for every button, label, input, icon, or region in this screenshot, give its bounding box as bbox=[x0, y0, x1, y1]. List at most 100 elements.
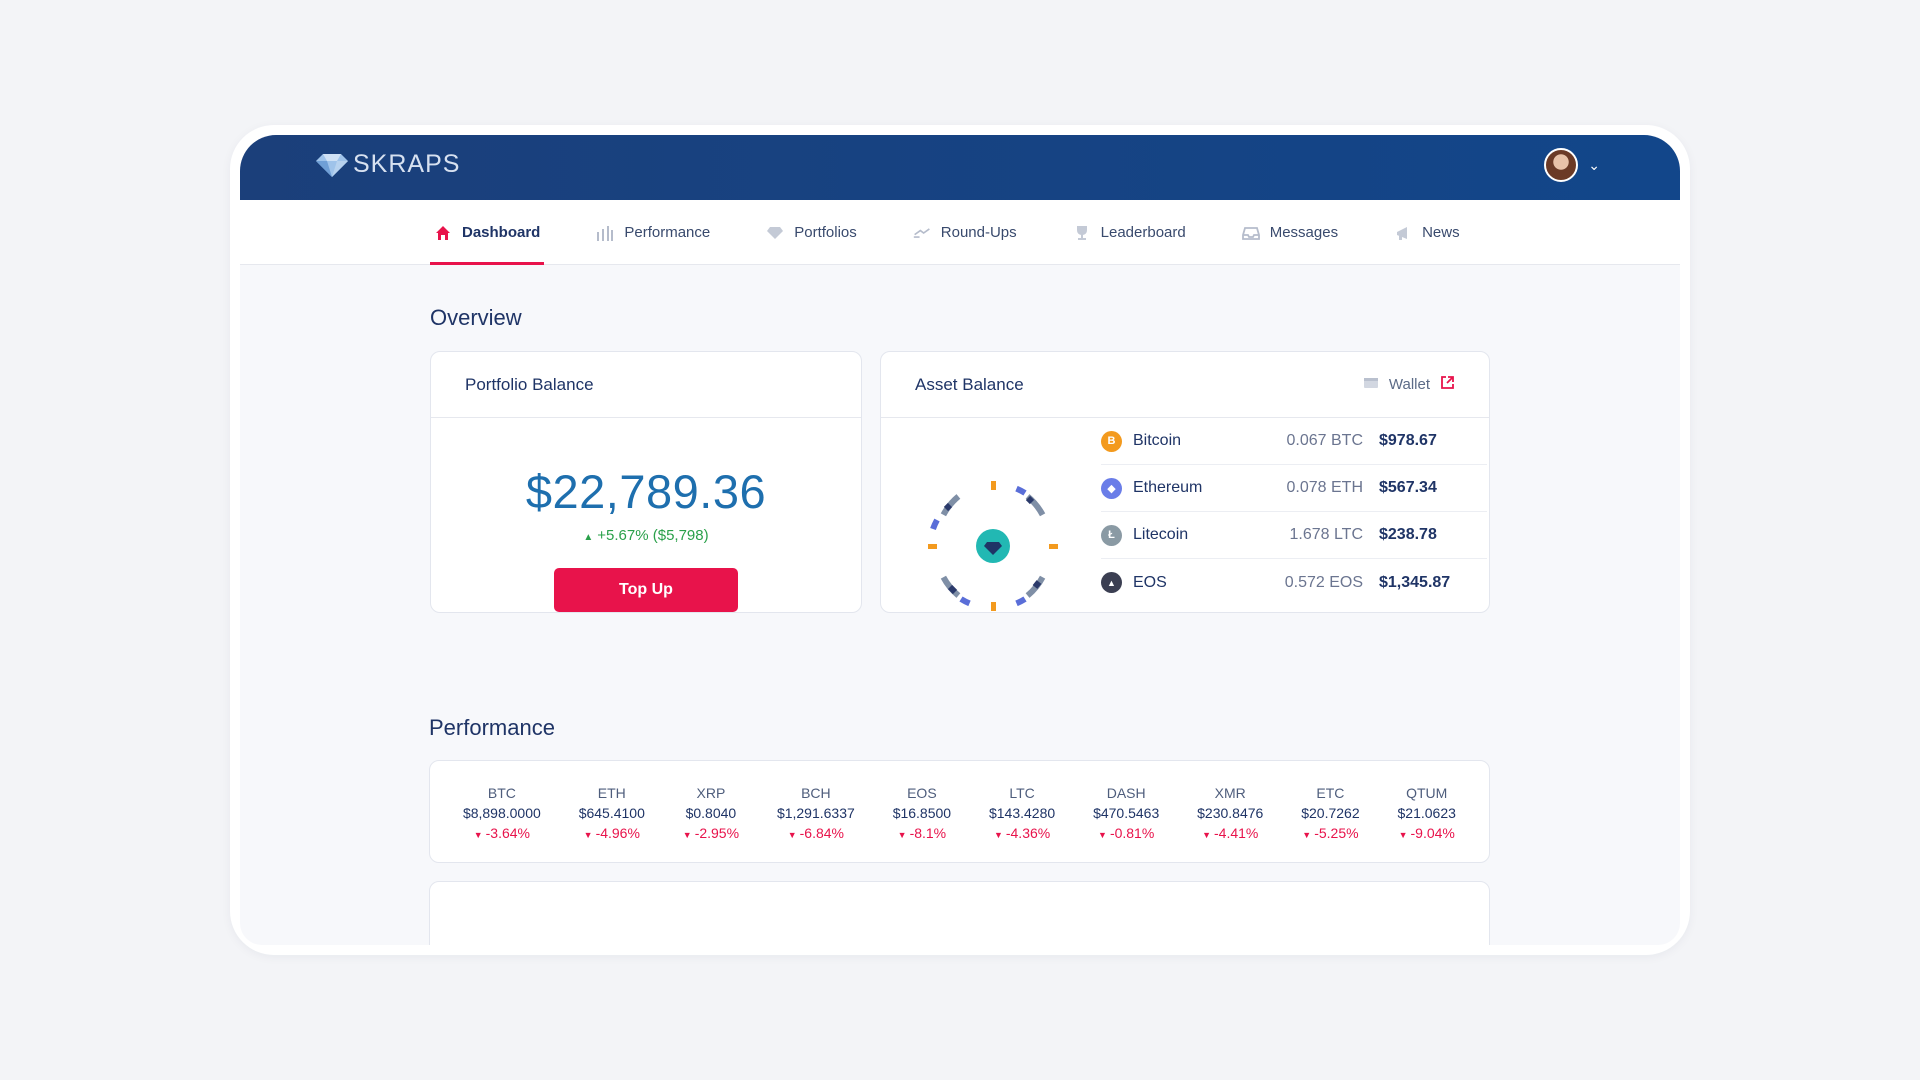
exchange-icon bbox=[913, 224, 931, 242]
perf-price: $21.0623 bbox=[1397, 805, 1456, 821]
perf-item-bch[interactable]: BCH $1,291.6337 ▼ -6.84% bbox=[777, 783, 855, 845]
asset-donut-chart bbox=[928, 481, 1058, 611]
nav-label: Messages bbox=[1269, 224, 1339, 241]
asset-amount: 0.078 ETH bbox=[1286, 479, 1363, 496]
perf-change-text: -4.36% bbox=[1005, 825, 1051, 841]
avatar[interactable] bbox=[1544, 148, 1579, 182]
down-arrow-icon: ▼ bbox=[1302, 830, 1312, 840]
overview-title: Overview bbox=[430, 305, 522, 330]
perf-item-xmr[interactable]: XMR $230.8476 ▼ -4.41% bbox=[1197, 783, 1263, 845]
portfolio-change: ▲ +5.67% ($5,798) bbox=[431, 527, 861, 544]
perf-symbol: XRP bbox=[696, 785, 726, 801]
asset-list: B Bitcoin 0.067 BTC $978.67 ◆ Ethereum 0… bbox=[1101, 418, 1487, 606]
perf-symbol: BCH bbox=[801, 785, 831, 801]
perf-price: $0.8040 bbox=[685, 805, 737, 821]
perf-item-eos[interactable]: EOS $16.8500 ▼ -8.1% bbox=[893, 783, 951, 845]
perf-price: $470.5463 bbox=[1093, 805, 1160, 821]
performance-card: BTC $8,898.0000 ▼ -3.64% ETH $645.4100 ▼ -… bbox=[429, 760, 1490, 863]
nav-label: Round-Ups bbox=[940, 224, 1017, 241]
perf-item-qtum[interactable]: QTUM $21.0623 ▼ -9.04% bbox=[1398, 783, 1456, 845]
perf-item-ltc[interactable]: LTC $143.4280 ▼ -4.36% bbox=[989, 783, 1055, 845]
perf-change: ▼ -4.41% bbox=[1197, 823, 1263, 845]
perf-price: $8,898.0000 bbox=[462, 805, 541, 821]
nav-item-news[interactable]: News bbox=[1390, 200, 1464, 265]
perf-symbol: DASH bbox=[1106, 785, 1146, 801]
performance-title: Performance bbox=[429, 715, 555, 740]
card-header: Asset Balance Wallet bbox=[881, 352, 1489, 418]
nav-bar: Dashboard Performance Portfolios bbox=[240, 200, 1680, 265]
chevron-down-icon[interactable]: ⌄ bbox=[1588, 156, 1600, 173]
perf-change-text: -4.96% bbox=[595, 825, 640, 841]
down-arrow-icon: ▼ bbox=[473, 830, 483, 840]
down-arrow-icon: ▼ bbox=[1098, 830, 1107, 840]
asset-amount: 0.572 EOS bbox=[1284, 573, 1363, 591]
nav-item-leaderboard[interactable]: Leaderboard bbox=[1069, 200, 1190, 265]
asset-row-ethereum[interactable]: ◆ Ethereum 0.078 ETH $567.34 bbox=[1101, 465, 1487, 512]
asset-name: Ethereum bbox=[1133, 479, 1203, 496]
nav-item-round-ups[interactable]: Round-Ups bbox=[909, 200, 1021, 265]
perf-item-btc[interactable]: BTC $8,898.0000 ▼ -3.64% bbox=[463, 783, 541, 845]
down-arrow-icon: ▼ bbox=[682, 830, 692, 840]
asset-balance-card: Asset Balance Wallet bbox=[880, 351, 1490, 613]
perf-change-text: -2.95% bbox=[694, 825, 740, 841]
nav-label: Portfolios bbox=[794, 224, 857, 241]
perf-item-dash[interactable]: DASH $470.5463 ▼ -0.81% bbox=[1093, 783, 1159, 845]
profile-menu[interactable]: ⌄ bbox=[1544, 148, 1600, 182]
perf-price: $143.4280 bbox=[988, 805, 1056, 821]
asset-value: $238.78 bbox=[1379, 526, 1437, 543]
wallet-link[interactable]: Wallet bbox=[1363, 375, 1455, 394]
asset-name: EOS bbox=[1133, 573, 1167, 591]
down-arrow-icon: ▼ bbox=[1398, 830, 1408, 840]
device-frame: SKRAPS ⌄ Dashboard Performa bbox=[230, 125, 1690, 955]
perf-symbol: XMR bbox=[1214, 785, 1246, 801]
down-arrow-icon: ▼ bbox=[993, 830, 1003, 840]
perf-item-eth[interactable]: ETH $645.4100 ▼ -4.96% bbox=[579, 783, 645, 845]
nav-item-dashboard[interactable]: Dashboard bbox=[430, 200, 545, 265]
perf-price: $230.8476 bbox=[1197, 805, 1264, 821]
main-content: Overview Portfolio Balance $22,789.36 ▲ +… bbox=[240, 265, 1680, 945]
eos-icon: ▲ bbox=[1101, 572, 1122, 593]
asset-value: $567.34 bbox=[1379, 479, 1437, 496]
nav-item-portfolios[interactable]: Portfolios bbox=[762, 200, 861, 265]
bitcoin-icon: B bbox=[1101, 430, 1122, 452]
brand-logo[interactable]: SKRAPS bbox=[315, 150, 460, 179]
perf-item-etc[interactable]: ETC $20.7262 ▼ -5.25% bbox=[1301, 783, 1359, 845]
perf-symbol: LTC bbox=[1009, 785, 1035, 801]
card-header: Portfolio Balance bbox=[431, 352, 861, 418]
perf-price: $20.7262 bbox=[1301, 805, 1360, 821]
perf-change: ▼ -4.96% bbox=[579, 823, 645, 845]
megaphone-icon bbox=[1394, 224, 1412, 242]
perf-change: ▼ -4.36% bbox=[989, 823, 1055, 845]
nav-label: Leaderboard bbox=[1100, 224, 1186, 241]
asset-row-eos[interactable]: ▲ EOS 0.572 EOS $1,345.87 bbox=[1101, 559, 1487, 606]
asset-value: $978.67 bbox=[1379, 432, 1437, 449]
perf-change: ▼ -6.84% bbox=[777, 823, 855, 845]
up-arrow-icon: ▲ bbox=[583, 532, 594, 543]
donut-ring bbox=[928, 481, 1058, 611]
down-arrow-icon: ▼ bbox=[787, 830, 797, 840]
portfolio-balance-value: $22,789.36 bbox=[525, 465, 767, 518]
diamond-logo-icon bbox=[315, 152, 349, 178]
asset-row-bitcoin[interactable]: B Bitcoin 0.067 BTC $978.67 bbox=[1101, 418, 1487, 465]
asset-amount: 0.067 BTC bbox=[1286, 432, 1363, 449]
perf-symbol: BTC bbox=[487, 785, 516, 801]
nav-item-messages[interactable]: Messages bbox=[1238, 200, 1342, 265]
ethereum-icon: ◆ bbox=[1101, 477, 1122, 499]
asset-row-litecoin[interactable]: Ł Litecoin 1.678 LTC $238.78 bbox=[1101, 512, 1487, 559]
down-arrow-icon: ▼ bbox=[1202, 830, 1212, 840]
perf-change: ▼ -0.81% bbox=[1093, 823, 1159, 845]
perf-change-text: -3.64% bbox=[485, 825, 530, 841]
perf-symbol: ETH bbox=[597, 785, 626, 801]
diamond-center-icon bbox=[984, 542, 1002, 555]
portfolio-change-text: +5.67% ($5,798) bbox=[597, 527, 709, 544]
external-link-icon[interactable] bbox=[1440, 375, 1455, 394]
nav-label: News bbox=[1422, 224, 1460, 241]
perf-change: ▼ -2.95% bbox=[683, 823, 739, 845]
perf-change: ▼ -3.64% bbox=[463, 823, 541, 845]
top-up-button[interactable]: Top Up bbox=[554, 568, 738, 612]
perf-item-xrp[interactable]: XRP $0.8040 ▼ -2.95% bbox=[683, 783, 739, 845]
wallet-icon bbox=[1363, 376, 1379, 393]
nav-item-performance[interactable]: Performance bbox=[592, 200, 714, 265]
trophy-icon bbox=[1073, 224, 1091, 242]
portfolio-balance-title: Portfolio Balance bbox=[465, 374, 594, 394]
